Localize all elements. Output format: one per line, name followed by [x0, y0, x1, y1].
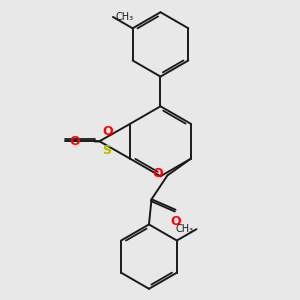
Text: O: O [170, 215, 181, 228]
Text: O: O [103, 125, 113, 138]
Text: CH₃: CH₃ [115, 12, 133, 22]
Text: S: S [103, 144, 112, 157]
Text: O: O [69, 135, 80, 148]
Text: O: O [153, 167, 163, 180]
Text: CH₃: CH₃ [176, 224, 194, 234]
